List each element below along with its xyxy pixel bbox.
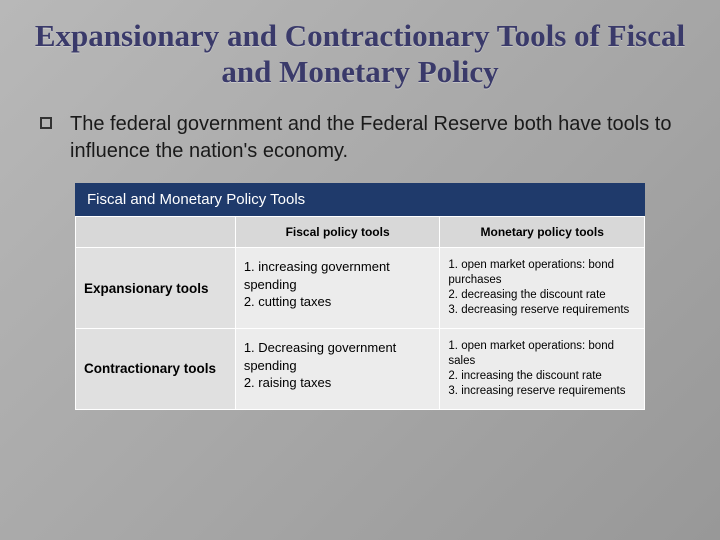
slide-title: Expansionary and Contractionary Tools of… [28, 18, 692, 89]
table-header-row: Fiscal policy tools Monetary policy tool… [76, 217, 645, 248]
bullet-text: The federal government and the Federal R… [70, 111, 680, 165]
policy-table: Fiscal and Monetary Policy Tools Fiscal … [75, 183, 645, 410]
table-grid: Fiscal policy tools Monetary policy tool… [75, 216, 645, 410]
col-header-fiscal: Fiscal policy tools [235, 217, 440, 248]
col-header-monetary: Monetary policy tools [440, 217, 645, 248]
row-label-expansionary: Expansionary tools [76, 248, 236, 329]
bullet-item: The federal government and the Federal R… [28, 111, 692, 165]
table-caption: Fiscal and Monetary Policy Tools [75, 183, 645, 216]
cell-expansionary-monetary: 1. open market operations: bond purchase… [440, 248, 645, 329]
row-label-contractionary: Contractionary tools [76, 329, 236, 410]
bullet-marker-icon [40, 117, 52, 129]
table-row: Contractionary tools 1. Decreasing gover… [76, 329, 645, 410]
table-corner-cell [76, 217, 236, 248]
table-row: Expansionary tools 1. increasing governm… [76, 248, 645, 329]
slide: Expansionary and Contractionary Tools of… [0, 0, 720, 540]
cell-contractionary-monetary: 1. open market operations: bond sales2. … [440, 329, 645, 410]
cell-expansionary-fiscal: 1. increasing government spending2. cutt… [235, 248, 440, 329]
cell-contractionary-fiscal: 1. Decreasing government spending2. rais… [235, 329, 440, 410]
